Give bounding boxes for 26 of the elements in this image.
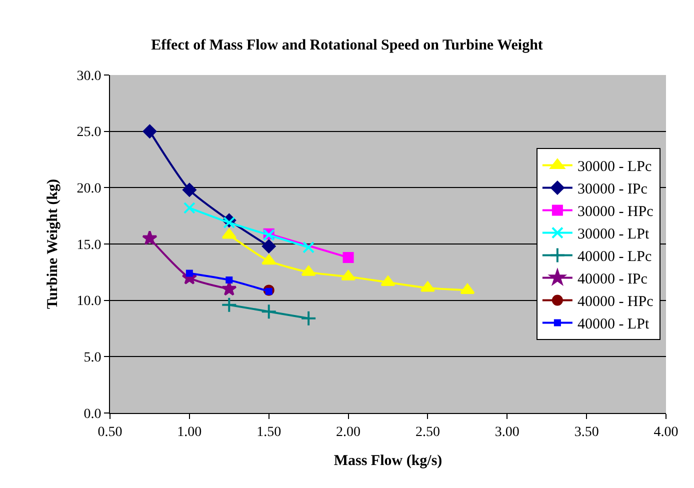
x-tick-label: 4.00 xyxy=(654,424,678,440)
legend-label: 40000 - LPc xyxy=(577,249,652,266)
chart-title: Effect of Mass Flow and Rotational Speed on Turbine Weight xyxy=(151,38,543,54)
legend-label: 30000 - HPc xyxy=(577,204,654,220)
y-tick-label: 15.0 xyxy=(76,238,102,253)
y-tick-label: 25.0 xyxy=(76,125,102,140)
y-tick-label: 30.0 xyxy=(76,68,102,84)
x-axis-title: Mass Flow (kg/s) xyxy=(334,452,442,469)
y-tick-label: 10.0 xyxy=(76,294,102,310)
x-tick-label: 2.50 xyxy=(415,424,440,440)
legend-label: 30000 - LPt xyxy=(577,226,650,243)
legend-label: 30000 - LPc xyxy=(577,159,652,176)
x-tick-label: 3.50 xyxy=(574,424,599,440)
x-tick-label: 3.00 xyxy=(494,424,520,440)
x-tick-label: 2.00 xyxy=(336,424,361,440)
y-tick-label: 20.0 xyxy=(76,182,102,197)
legend-label: 30000 - IPc xyxy=(577,182,648,198)
legend-label: 40000 - IPc xyxy=(577,272,648,288)
x-tick-label: 1.00 xyxy=(177,424,202,440)
legend-label: 40000 - HPc xyxy=(577,294,654,310)
y-tick-label: 5.0 xyxy=(84,350,102,366)
legend-label: 40000 - LPt xyxy=(577,316,650,333)
x-tick-label: 1.50 xyxy=(256,424,282,440)
y-tick-label: 0.0 xyxy=(84,406,102,422)
x-tick-label: 0.50 xyxy=(98,424,122,440)
y-axis-title: Turbine Weight (kg) xyxy=(44,178,61,310)
